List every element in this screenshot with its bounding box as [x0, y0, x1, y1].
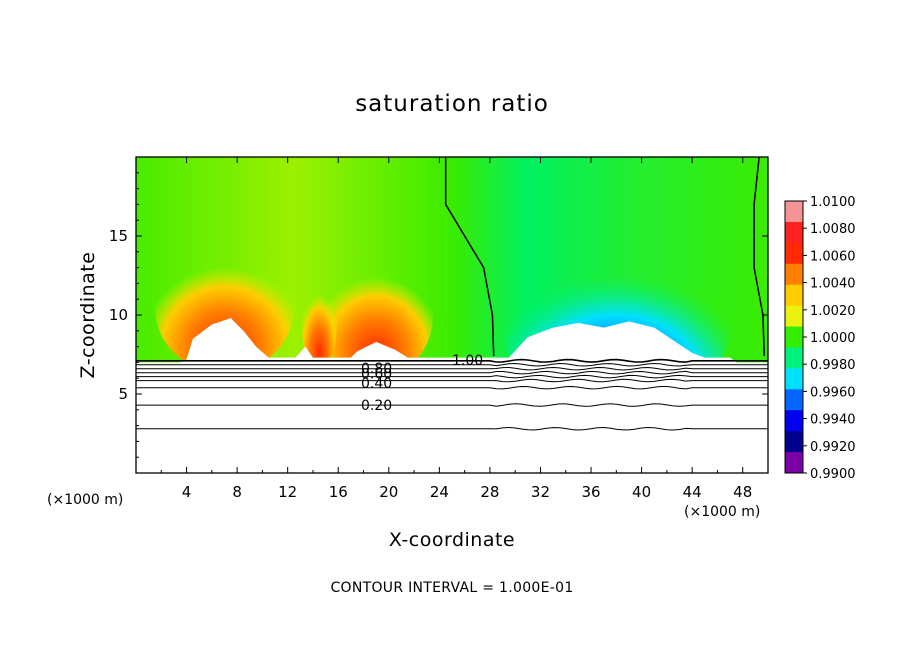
saturation-field — [136, 157, 768, 473]
y-axis-label: Z-coordinate — [77, 252, 99, 379]
x-tick-label-9: 40 — [632, 483, 651, 501]
colorbar-swatch-5 — [785, 305, 803, 328]
y-axis-ticks: 5 10 15 — [109, 172, 768, 458]
red-region-1 — [319, 251, 434, 379]
contour-label-4: 0.20 — [361, 398, 392, 414]
colorbar-swatch-2 — [785, 242, 803, 265]
colorbar-swatch-8 — [785, 368, 803, 390]
contour-label-0: 1.00 — [452, 353, 483, 369]
colorbar-label-5: 1.0000 — [810, 331, 856, 346]
colorbar-swatch-1 — [785, 221, 803, 244]
cloud-free-region — [136, 318, 768, 473]
x-tick-label-11: 48 — [733, 483, 752, 501]
contour-line-0 — [136, 358, 768, 363]
contour-lines — [136, 156, 768, 431]
contour-label-2: 0.60 — [361, 366, 392, 382]
y-tick-label-0: 5 — [118, 385, 128, 403]
saturation-unity-line-0 — [444, 157, 495, 357]
x-unit-right: (×1000 m) — [684, 504, 760, 520]
colorbar-label-1: 1.0080 — [810, 222, 856, 237]
colorbar-label-0: 1.0100 — [810, 195, 856, 210]
contour-label-3: 0.40 — [361, 376, 392, 392]
contour-line-4 — [136, 374, 768, 379]
colorbar-swatch-10 — [785, 410, 803, 432]
contour-label-1: 0.80 — [361, 361, 392, 377]
contour-line-7 — [136, 403, 768, 407]
colorbar-label-3: 1.0040 — [810, 277, 856, 292]
colorbar-swatch-3 — [785, 263, 803, 286]
colorbar-label-4: 1.0020 — [810, 304, 856, 319]
x-tick-label-8: 36 — [581, 483, 600, 501]
colorbar-label-8: 0.9940 — [810, 413, 856, 428]
colorbar-label-9: 0.9920 — [810, 440, 856, 455]
x-axis-ticks: 4 8 12 16 20 24 28 32 36 40 44 48 — [160, 157, 769, 501]
x-tick-label-6: 28 — [480, 483, 499, 501]
colorbar: 1.0100 1.0080 1.0060 1.0040 1.0020 1.0000 0.99… — [784, 195, 856, 482]
chart-title: saturation ratio — [355, 91, 549, 117]
colorbar-label-6: 0.9980 — [810, 358, 856, 373]
colorbar-swatch-7 — [785, 347, 803, 369]
x-unit-left: (×1000 m) — [47, 492, 123, 508]
red-region-2 — [301, 275, 337, 371]
contour-line-8 — [136, 426, 768, 431]
x-axis-label: X-coordinate — [389, 529, 515, 551]
contour-line-2 — [136, 366, 768, 371]
x-tick-label-2: 12 — [278, 483, 297, 501]
colorbar-swatch-11 — [785, 431, 803, 453]
red-region-0 — [154, 240, 294, 374]
contour-interval-note: CONTOUR INTERVAL = 1.000E-01 — [330, 580, 573, 596]
x-tick-label-3: 16 — [329, 483, 348, 501]
colorbar-label-7: 0.9960 — [810, 385, 856, 400]
colorbar-swatch-0 — [785, 201, 803, 223]
colorbar-swatch-9 — [785, 389, 803, 411]
saturation-unity-line-1 — [753, 156, 765, 357]
contour-line-3 — [136, 370, 768, 375]
colorbar-label-10: 0.9900 — [810, 467, 856, 482]
y-tick-label-1: 10 — [109, 306, 128, 324]
y-tick-label-2: 15 — [109, 227, 128, 245]
x-tick-label-5: 24 — [430, 483, 449, 501]
colorbar-swatch-6 — [785, 326, 803, 348]
colorbar-label-2: 1.0060 — [810, 249, 856, 264]
contour-line-5 — [136, 378, 768, 383]
x-tick-label-1: 8 — [232, 483, 242, 501]
colorbar-swatch-12 — [785, 452, 803, 474]
contour-line-1 — [136, 362, 768, 367]
x-tick-label-7: 32 — [531, 483, 550, 501]
x-tick-label-10: 44 — [683, 483, 702, 501]
colorbar-swatch-4 — [785, 284, 803, 307]
contour-labels: 1.00 0.800.600.40 0.20 — [361, 353, 483, 414]
x-tick-label-4: 20 — [379, 483, 398, 501]
contour-line-6 — [136, 385, 768, 390]
x-tick-label-0: 4 — [182, 483, 192, 501]
